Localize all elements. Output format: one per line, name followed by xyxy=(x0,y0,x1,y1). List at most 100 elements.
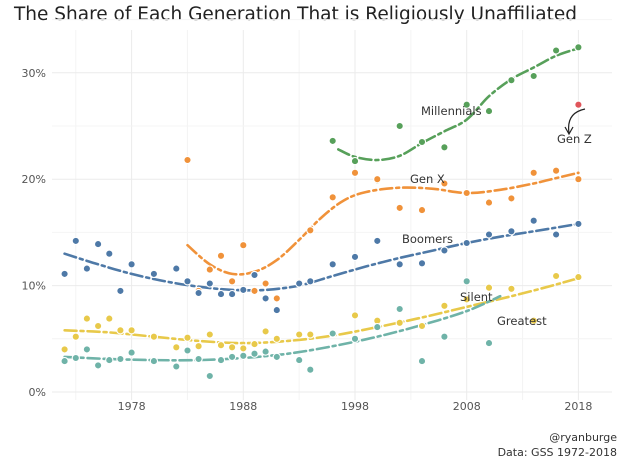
x-tick-label: 2018 xyxy=(564,400,592,413)
data-point-greatest xyxy=(205,371,214,381)
data-point-greatest xyxy=(227,352,237,362)
data-point-boomers xyxy=(295,279,304,288)
data-point-silent xyxy=(272,334,281,343)
data-point-gen-x xyxy=(227,277,237,286)
data-point-silent xyxy=(306,330,315,339)
data-point-gen-x xyxy=(261,279,270,288)
data-point-greatest xyxy=(417,356,427,366)
data-point-boomers xyxy=(82,264,92,273)
caption-handle: @ryanburge xyxy=(549,431,617,444)
data-point-greatest xyxy=(93,361,103,370)
data-point-boomers xyxy=(60,269,69,279)
data-point-greatest xyxy=(373,322,382,332)
data-point-silent xyxy=(71,332,80,341)
data-point-silent xyxy=(507,284,516,293)
data-point-greatest xyxy=(272,352,281,362)
data-point-boomers xyxy=(149,269,159,279)
data-point-boomers xyxy=(484,230,494,239)
data-point-greatest xyxy=(127,348,136,357)
x-tick-label: 1998 xyxy=(341,400,369,413)
data-point-millennials xyxy=(529,71,538,81)
data-point-gen-z xyxy=(574,100,583,109)
data-point-greatest xyxy=(261,347,270,356)
y-tick-label: 0% xyxy=(29,386,46,399)
data-point-gen-x xyxy=(417,205,427,215)
data-point-boomers xyxy=(462,238,471,248)
data-point-boomers xyxy=(417,259,427,268)
data-point-silent xyxy=(216,341,226,350)
data-point-millennials xyxy=(395,121,404,131)
data-point-millennials xyxy=(417,137,427,147)
series-label-gen-z: Gen Z xyxy=(557,132,592,146)
data-point-silent xyxy=(105,314,114,323)
data-point-silent xyxy=(529,316,538,325)
series-label-silent: Silent xyxy=(460,290,493,304)
data-point-boomers xyxy=(183,277,192,286)
data-point-silent xyxy=(172,343,181,352)
trend-line-boomers xyxy=(63,222,580,292)
data-point-boomers xyxy=(440,246,449,255)
series-label-boomers: Boomers xyxy=(402,232,453,246)
data-point-gen-x xyxy=(205,265,214,274)
data-point-boomers xyxy=(261,294,270,303)
data-point-boomers xyxy=(227,289,237,299)
data-point-gen-x xyxy=(484,198,494,207)
data-point-silent xyxy=(60,345,69,354)
data-point-greatest xyxy=(306,365,315,374)
data-point-gen-x xyxy=(574,175,583,184)
data-point-silent xyxy=(484,283,494,292)
data-point-gen-x xyxy=(272,294,281,303)
gen-z-arrowhead xyxy=(564,126,574,136)
gen-z-arrow-icon xyxy=(567,108,586,134)
data-point-gen-x xyxy=(551,166,561,175)
data-point-gen-x xyxy=(250,286,259,296)
trend-line-millennials xyxy=(337,47,580,162)
data-point-millennials xyxy=(551,46,561,55)
data-point-silent xyxy=(194,342,203,351)
data-point-gen-x xyxy=(328,193,337,202)
data-point-gen-x xyxy=(239,241,248,250)
data-point-boomers xyxy=(272,305,281,315)
data-point-silent xyxy=(574,272,583,282)
x-tick-label: 1978 xyxy=(118,400,146,413)
data-point-silent xyxy=(205,330,214,339)
data-point-boomers xyxy=(306,277,315,286)
data-point-silent xyxy=(417,321,427,331)
data-point-boomers xyxy=(250,270,259,280)
data-point-greatest xyxy=(350,334,360,343)
data-point-greatest xyxy=(116,354,125,364)
data-point-greatest xyxy=(149,356,159,366)
y-tick-label: 10% xyxy=(22,280,46,293)
data-point-millennials xyxy=(350,156,360,166)
data-point-boomers xyxy=(328,260,337,269)
data-point-millennials xyxy=(440,143,449,152)
data-point-boomers xyxy=(574,219,583,229)
data-point-greatest xyxy=(183,346,192,355)
data-point-boomers xyxy=(127,260,136,269)
data-point-silent xyxy=(261,327,270,336)
data-point-greatest xyxy=(440,332,449,341)
data-point-boomers xyxy=(216,289,226,299)
data-point-millennials xyxy=(328,136,337,146)
data-point-boomers xyxy=(239,285,248,295)
data-point-silent xyxy=(227,343,237,352)
x-tick-label: 1988 xyxy=(229,400,257,413)
data-point-silent xyxy=(183,333,192,342)
caption-source: Data: GSS 1972-2018 xyxy=(497,446,617,459)
data-point-millennials xyxy=(507,76,516,85)
data-point-greatest xyxy=(250,349,259,358)
data-point-greatest xyxy=(194,354,203,364)
trend-line-gen-x xyxy=(186,171,580,276)
series-label-millennials: Millennials xyxy=(421,104,482,118)
data-point-greatest xyxy=(462,277,471,286)
data-point-silent xyxy=(116,326,125,335)
data-point-gen-x xyxy=(440,179,449,188)
axis-ticks: 1978 1988 1998 2008 2018 0% 10% 20% 30% xyxy=(22,67,593,413)
data-point-greatest xyxy=(172,362,181,371)
data-point-greatest xyxy=(216,355,226,365)
data-point-gen-x xyxy=(183,155,192,165)
series-label-gen-x: Gen X xyxy=(410,172,445,186)
data-point-greatest xyxy=(295,355,304,365)
data-point-gen-x xyxy=(216,251,226,260)
data-point-gen-x xyxy=(350,168,360,177)
